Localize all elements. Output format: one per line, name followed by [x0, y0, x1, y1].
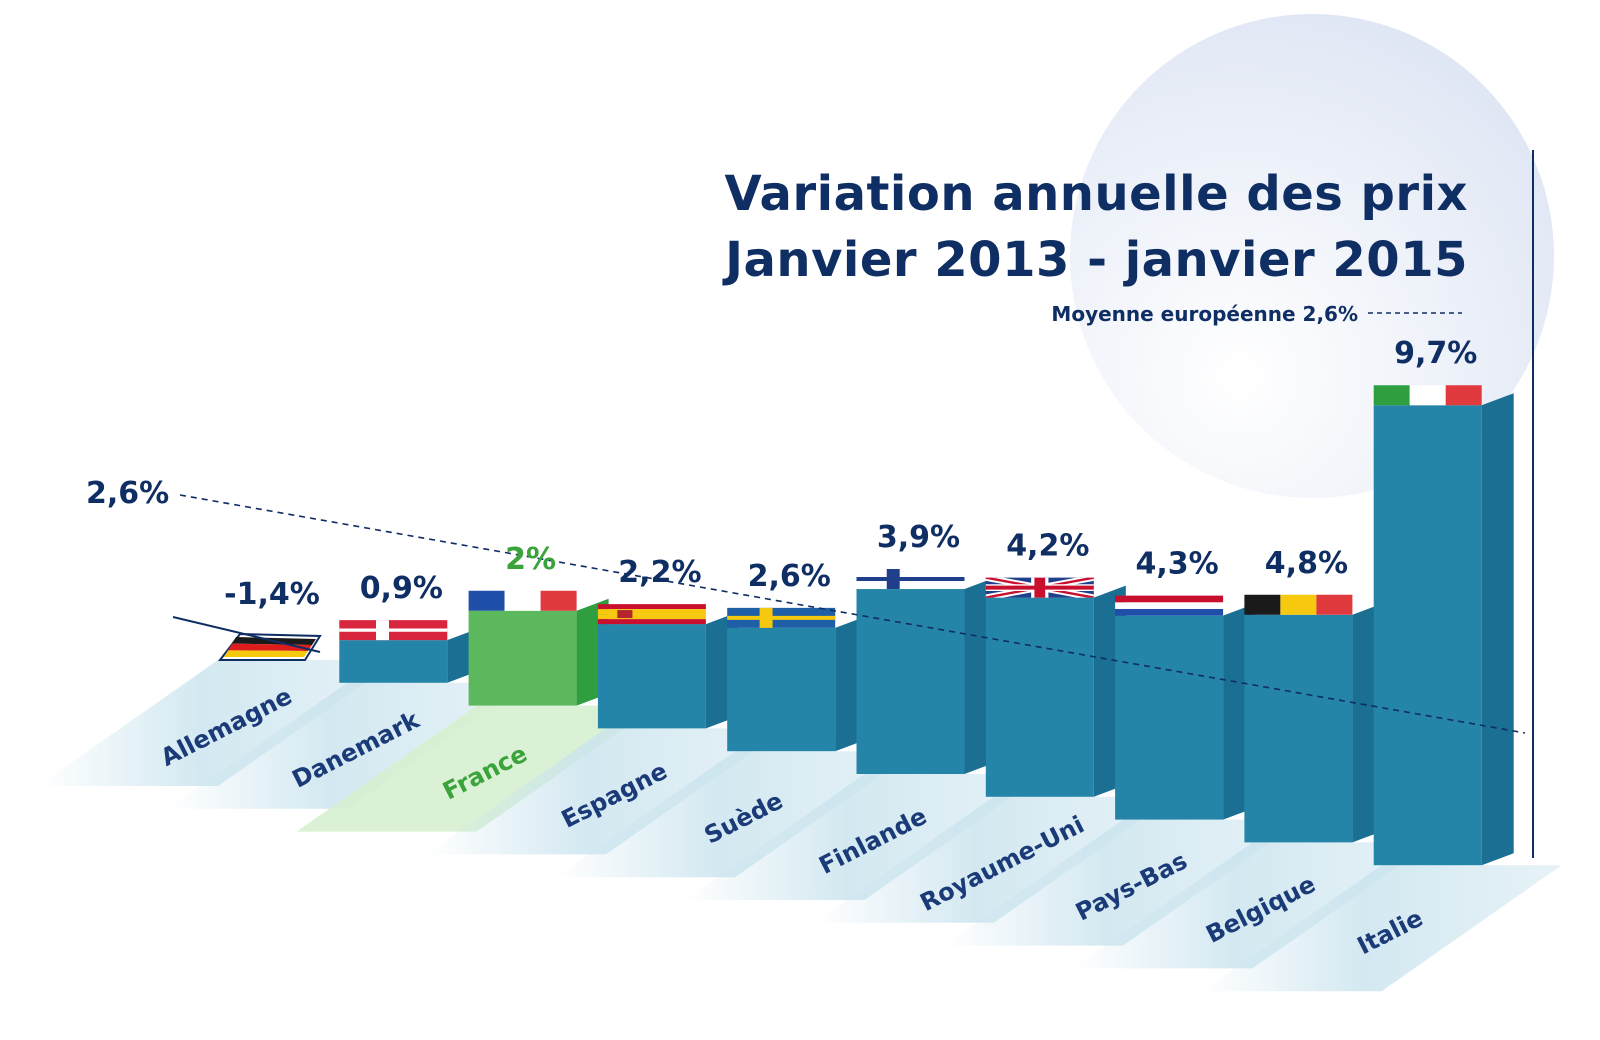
label-band [555, 751, 916, 878]
bar-allemagne [217, 632, 322, 661]
value-label-italie: 9,7% [1394, 336, 1477, 371]
spain-flag [597, 604, 706, 625]
france-flag [468, 590, 577, 611]
value-label-france: 2% [505, 542, 556, 577]
label-band [425, 728, 786, 855]
value-label-danemark: 0,9% [360, 571, 443, 606]
belgium-flag [1244, 594, 1353, 615]
label-band [684, 774, 1045, 900]
bar-front [1244, 614, 1353, 843]
label-band [813, 796, 1174, 923]
background-circle [1070, 14, 1554, 498]
bar-france [468, 590, 609, 706]
bar-finlande [856, 569, 997, 774]
bar-front [339, 640, 448, 683]
bar-espagne [597, 604, 738, 729]
chart-title-line-2: Janvier 2013 - janvier 2015 [725, 232, 1468, 288]
label-band [167, 682, 528, 809]
value-label-pays-bas: 4,3% [1135, 547, 1218, 582]
uk-flag [985, 577, 1094, 598]
bar-royaume-uni [985, 577, 1126, 797]
value-label-finlande: 3,9% [877, 520, 960, 555]
label-band [1201, 865, 1562, 992]
baseline [172, 616, 321, 653]
label-band [1072, 842, 1433, 969]
bar-italie [1373, 385, 1514, 866]
bar-front [856, 589, 965, 774]
label-band [296, 705, 657, 832]
value-label-su-de: 2,6% [748, 559, 831, 594]
netherlands-flag [1115, 595, 1224, 616]
bar-front [1373, 405, 1482, 866]
sweden-flag [727, 607, 836, 628]
bar-danemark [339, 620, 480, 683]
bar-front [597, 624, 706, 729]
bar-pays-bas [1115, 595, 1256, 820]
label-band [943, 819, 1304, 946]
value-label-allemagne: -1,4% [224, 577, 320, 612]
bar-front [727, 627, 836, 752]
bar-front [985, 597, 1094, 797]
average-reference-line [179, 494, 1526, 734]
average-value-label: 2,6% [86, 476, 169, 511]
bar-su-de [727, 607, 868, 752]
finland-flag [856, 569, 965, 590]
bar-side [1481, 393, 1514, 866]
value-label-belgique: 4,8% [1265, 546, 1348, 581]
bar-belgique [1244, 594, 1385, 843]
denmark-flag [339, 620, 448, 641]
value-label-espagne: 2,2% [618, 555, 701, 590]
bar-front [468, 610, 577, 706]
bar-front [1115, 615, 1224, 820]
label-band [38, 660, 398, 786]
italy-flag [1373, 385, 1482, 406]
germany-flag [217, 632, 322, 661]
chart-title-line-1: Variation annuelle des prix [724, 166, 1468, 222]
average-note: Moyenne européenne 2,6% [1051, 302, 1358, 326]
value-label-royaume-uni: 4,2% [1006, 529, 1089, 564]
